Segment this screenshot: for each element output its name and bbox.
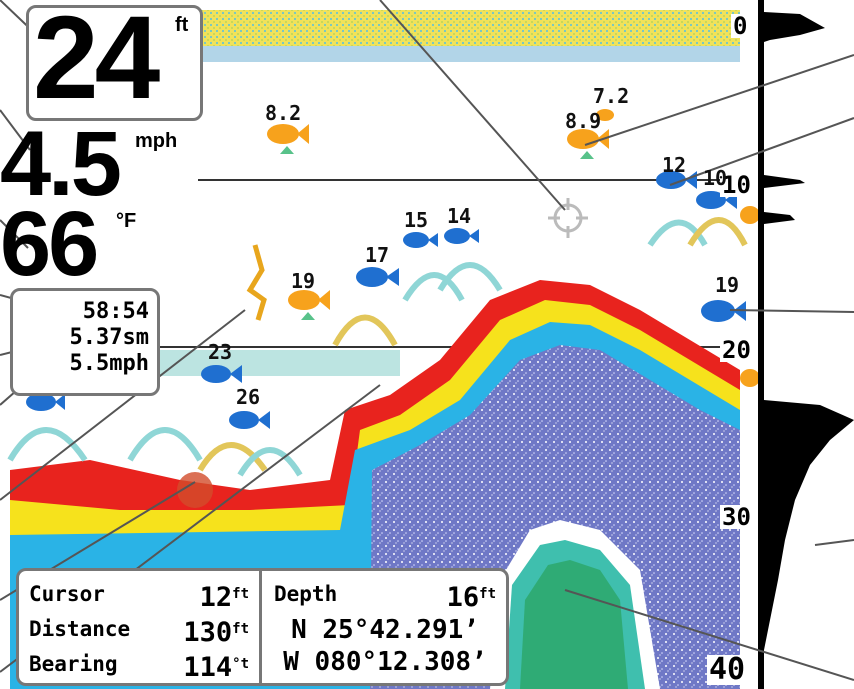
cursor-depth-value: 12 (199, 582, 233, 613)
scale-label-20: 20 (720, 336, 753, 364)
position-info-box: Depth 16ft N 25°42.291’ W 080°12.308’ (259, 568, 509, 686)
fish-icon-17 (356, 267, 399, 287)
fish-depth-label: 8.9 (565, 109, 602, 133)
cursor-crosshair-icon[interactable] (548, 198, 588, 238)
baitfish-cloud (246, 244, 267, 321)
latitude-readout: N 25°42.291’ (291, 615, 479, 645)
bearing-label: Bearing (29, 652, 118, 676)
digital-depth-box: 24 ft (26, 0, 203, 124)
fish-icon-26 (229, 411, 270, 429)
fish-icon-8.2 (267, 124, 309, 154)
scale-label-10: 10 (720, 171, 753, 199)
position-depth-unit: ft (479, 586, 496, 602)
digital-depth-unit: ft (175, 14, 189, 36)
fish-depth-label: 17 (365, 243, 390, 267)
fish-depth-label: 23 (208, 340, 233, 364)
fish-icon-14 (444, 228, 479, 244)
digital-depth-value: 24 (33, 0, 160, 124)
fish-depth-label: 12 (662, 153, 687, 177)
fish-icon-15 (403, 232, 438, 248)
fish-icon-23 (201, 365, 242, 383)
scale-label-40: 40 (707, 652, 748, 687)
thermocline (150, 350, 400, 376)
fish-depth-label: 19 (291, 269, 316, 293)
fish-depth-label: 10 (703, 166, 728, 190)
structure-clump (177, 472, 213, 508)
scale-label-30: 30 (720, 503, 753, 531)
cursor-depth-label: Depth (274, 582, 338, 606)
fish-depth-label: 19 (715, 273, 740, 297)
trip-log-box: 58:54 5.37sm 5.5mph (10, 288, 160, 396)
fish-depth-label: 7.2 (593, 84, 630, 108)
fish-icon-19-orange (288, 290, 330, 320)
water-temp-unit: °F (116, 210, 137, 232)
speed-unit: mph (135, 130, 178, 152)
scale-bar (758, 0, 764, 689)
cursor-distance-value: 130 (183, 617, 233, 648)
fish-depth-label: 8.2 (265, 101, 302, 125)
cursor-distance-unit: ft (232, 621, 249, 637)
speed-value: 4.5 (0, 113, 122, 215)
water-temp-value: 66 (0, 193, 99, 295)
a-scope (764, 0, 854, 689)
fish-arches (7, 217, 748, 477)
longitude-readout: W 080°12.308’ (283, 647, 487, 677)
surface-clutter (150, 10, 740, 46)
timer-readout: 58:54 (82, 299, 149, 324)
fish-depth-label: 15 (404, 208, 429, 232)
fish-depth-label: 14 (447, 204, 472, 228)
a-scope-bottom-return (764, 400, 854, 650)
fish-depth-label: 26 (236, 385, 261, 409)
average-speed-readout: 5.5mph (69, 351, 149, 376)
distance-label: Distance (29, 617, 131, 641)
cursor-bearing-value: 114 (183, 652, 233, 683)
position-depth-value: 16 (446, 582, 480, 613)
cursor-bearing-unit: °t (232, 656, 249, 672)
cursor-depth-unit: ft (232, 586, 249, 602)
trip-distance-readout: 5.37sm (69, 325, 149, 350)
scale-label-0: 0 (731, 12, 750, 40)
cursor-info-box: Cursor 12ft Distance 130ft Bearing 114°t (16, 568, 262, 686)
cursor-label: Cursor (29, 582, 105, 606)
